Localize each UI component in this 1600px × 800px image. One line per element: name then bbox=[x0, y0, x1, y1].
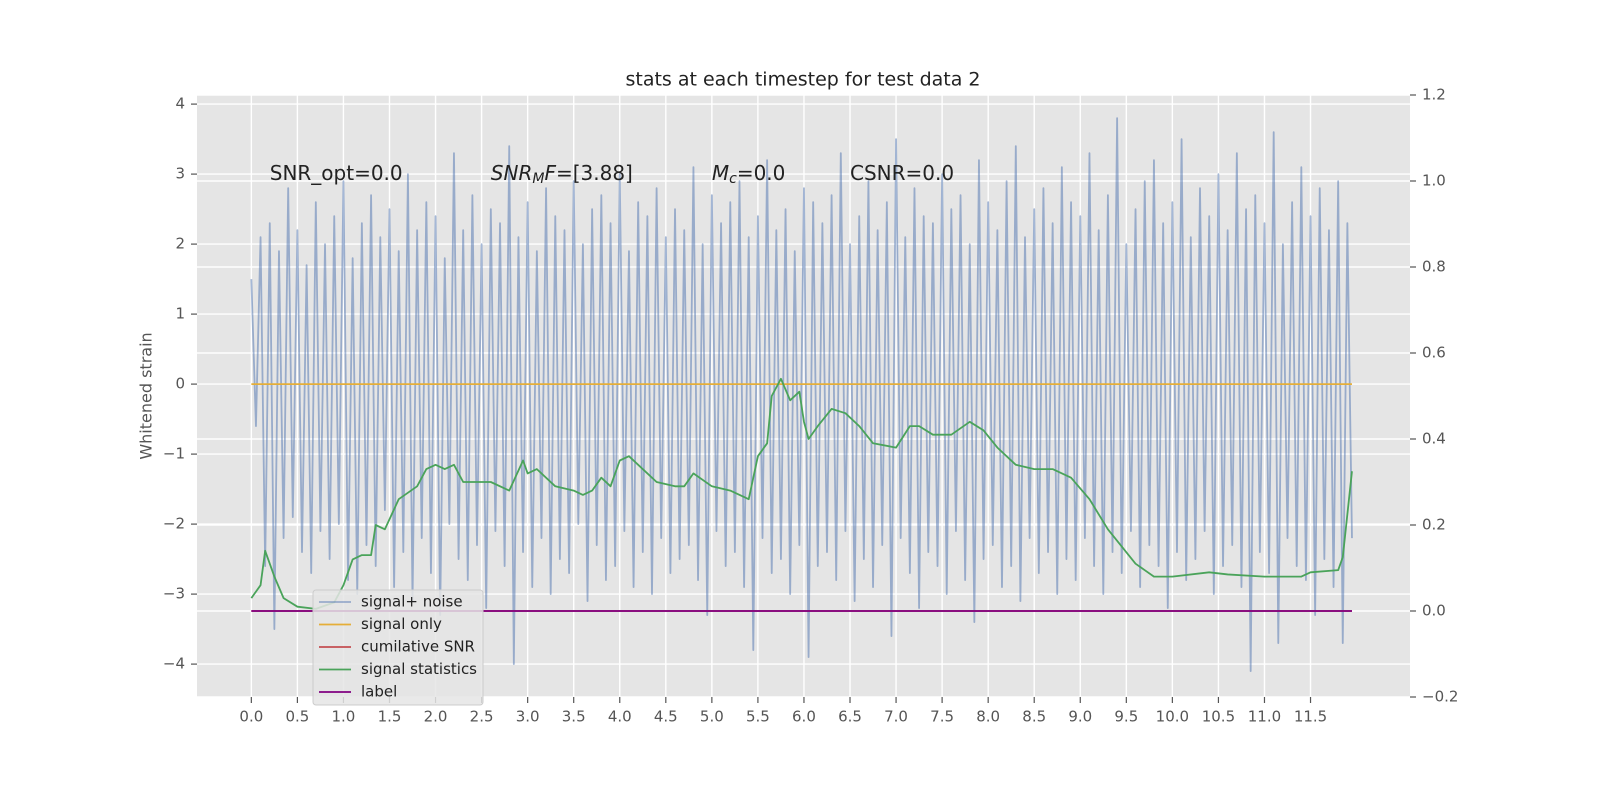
x-tick-label: 0.5 bbox=[285, 708, 309, 726]
y2-tick-label: 0.4 bbox=[1422, 430, 1446, 448]
x-tick-label: 9.5 bbox=[1114, 708, 1138, 726]
y2-tick-label: 1.2 bbox=[1422, 86, 1446, 104]
series-line bbox=[250, 117, 1353, 672]
x-tick-label: 1.0 bbox=[332, 708, 356, 726]
annotation-part: M bbox=[712, 161, 729, 185]
legend-label: signal statistics bbox=[361, 660, 477, 678]
annotation: SNRMF=[3.88] bbox=[491, 161, 633, 188]
legend: signal+ noise signal only cumilative SNR si… bbox=[312, 589, 484, 706]
legend-label: cumilative SNR bbox=[361, 638, 475, 656]
y-tick-label: −1 bbox=[163, 445, 185, 463]
annotation: SNR_opt=0.0 bbox=[270, 161, 403, 185]
annotation: CSNR=0.0 bbox=[850, 161, 954, 185]
annotation-part: CSNR=0.0 bbox=[850, 161, 954, 185]
x-tick-label: 5.0 bbox=[700, 708, 724, 726]
legend-label: label bbox=[361, 683, 397, 701]
annotation-part: =0.0 bbox=[737, 161, 786, 185]
y-tick-label: −3 bbox=[163, 585, 185, 603]
annotation: Mc=0.0 bbox=[712, 161, 786, 188]
annotation-part: c bbox=[729, 171, 737, 187]
x-tick-label: 6.5 bbox=[838, 708, 862, 726]
x-tick-label: 11.0 bbox=[1248, 708, 1281, 726]
legend-label: signal only bbox=[361, 615, 442, 633]
y-tick-label: 2 bbox=[175, 235, 185, 253]
x-tick-label: 0.0 bbox=[239, 708, 263, 726]
x-tick-label: 3.0 bbox=[516, 708, 540, 726]
y-tick-label: 0 bbox=[175, 375, 185, 393]
annotation-part: SNR bbox=[491, 161, 533, 185]
y2-tick-label: 0.8 bbox=[1422, 258, 1446, 276]
y-tick-label: 1 bbox=[175, 305, 185, 323]
x-tick-label: 11.5 bbox=[1294, 708, 1327, 726]
y-axis-label: Whitened strain bbox=[137, 332, 156, 459]
x-tick-label: 8.0 bbox=[976, 708, 1000, 726]
x-tick-label: 3.5 bbox=[562, 708, 586, 726]
y2-tick-label: 0.2 bbox=[1422, 516, 1446, 534]
annotation-part: M bbox=[532, 171, 544, 187]
annotation-part: =[3.88] bbox=[556, 161, 633, 185]
x-tick-label: 10.5 bbox=[1202, 708, 1235, 726]
y-tick-label: −4 bbox=[163, 655, 185, 673]
x-tick-label: 7.0 bbox=[884, 708, 908, 726]
y-tick-label: 3 bbox=[175, 165, 185, 183]
y2-tick-label: 0.0 bbox=[1422, 602, 1446, 620]
series-line bbox=[250, 377, 1353, 610]
x-tick-label: 2.0 bbox=[424, 708, 448, 726]
annotation-part: SNR_opt=0.0 bbox=[270, 161, 403, 185]
x-tick-label: 2.5 bbox=[470, 708, 494, 726]
x-tick-label: 9.0 bbox=[1068, 708, 1092, 726]
y2-tick-label: 0.6 bbox=[1422, 344, 1446, 362]
x-tick-label: 5.5 bbox=[746, 708, 770, 726]
x-tick-label: 6.0 bbox=[792, 708, 816, 726]
x-tick-label: 4.5 bbox=[654, 708, 678, 726]
legend-box bbox=[312, 589, 484, 706]
legend-label: signal+ noise bbox=[361, 593, 463, 611]
x-tick-label: 1.5 bbox=[378, 708, 402, 726]
y-tick-label: 4 bbox=[175, 95, 185, 113]
y2-tick-label: −0.2 bbox=[1422, 688, 1458, 706]
annotation-part: F bbox=[544, 161, 556, 185]
x-tick-label: 10.0 bbox=[1156, 708, 1189, 726]
x-tick-label: 7.5 bbox=[930, 708, 954, 726]
x-tick-label: 8.5 bbox=[1022, 708, 1046, 726]
y-tick-label: −2 bbox=[163, 515, 185, 533]
y2-tick-label: 1.0 bbox=[1422, 172, 1446, 190]
x-tick-label: 4.0 bbox=[608, 708, 632, 726]
chart-title: stats at each timestep for test data 2 bbox=[625, 69, 980, 91]
